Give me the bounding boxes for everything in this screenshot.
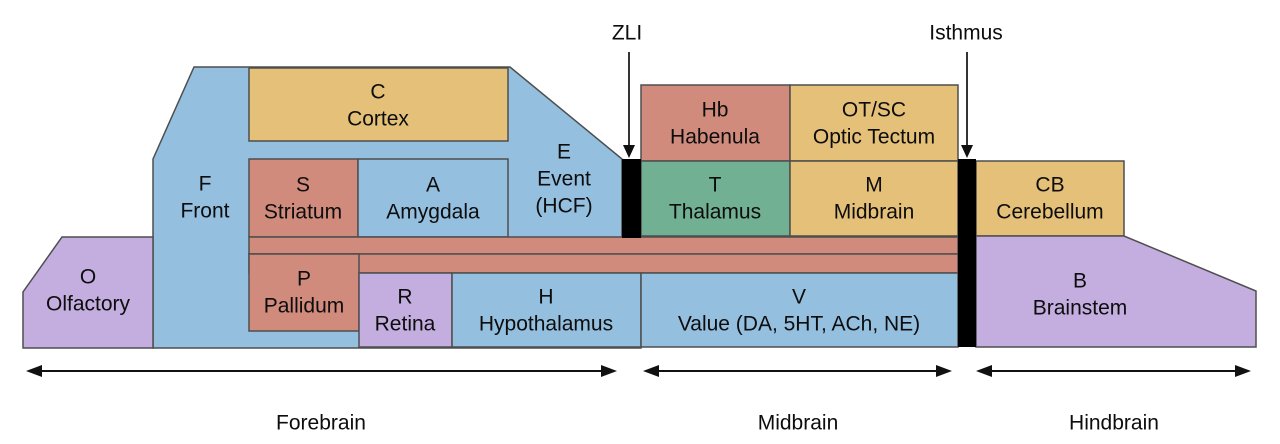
- hindbrain-arrowhead-right-icon: [1235, 365, 1251, 377]
- region-value-name: Value (DA, 5HT, ACh, NE): [678, 313, 920, 336]
- region-retina-abbr: R: [397, 286, 412, 309]
- region-striatum-name: Striatum: [264, 201, 342, 224]
- region-optic-tectum-name: Optic Tectum: [813, 126, 935, 149]
- region-amygdala-box: [357, 158, 509, 238]
- region-value-box: [640, 272, 959, 348]
- region-hypothalamus-box: [451, 272, 642, 348]
- midbrain-arrowhead-right-icon: [936, 365, 952, 377]
- region-amygdala-name: Amygdala: [386, 201, 480, 224]
- region-striatum-abbr: S: [296, 174, 310, 197]
- region-optic-tectum-abbr: OT/SC: [842, 99, 906, 122]
- zli-divider-bar: [622, 159, 641, 238]
- region-hypothalamus-abbr: H: [538, 286, 553, 309]
- forebrain-axis-label: Forebrain: [276, 412, 366, 435]
- region-retina-box: [358, 272, 453, 348]
- isthmus-arrowhead-icon: [961, 145, 973, 158]
- region-retina-name: Retina: [375, 313, 436, 336]
- region-midbrain-abbr: M: [865, 174, 883, 197]
- region-cortex-name: Cortex: [347, 108, 409, 131]
- forebrain-arrowhead-left-icon: [26, 365, 42, 377]
- region-amygdala-abbr: A: [426, 174, 440, 197]
- region-midbrain-box: [789, 160, 959, 237]
- region-cortex-box: [248, 67, 509, 142]
- region-olfactory-name: Olfactory: [46, 293, 131, 316]
- region-hypothalamus-name: Hypothalamus: [479, 313, 613, 336]
- region-habenula-abbr: Hb: [702, 99, 729, 122]
- region-midbrain-name: Midbrain: [834, 201, 915, 224]
- hindbrain-arrowhead-left-icon: [976, 365, 992, 377]
- region-event-abbr: E: [557, 141, 571, 164]
- zli-arrowhead-icon: [623, 145, 635, 158]
- region-front-name: Front: [180, 200, 229, 223]
- region-front-abbr: F: [199, 173, 212, 196]
- midbrain-axis-label: Midbrain: [758, 412, 839, 435]
- region-cortex-abbr: C: [370, 81, 385, 104]
- region-pallidum-box: [248, 253, 360, 332]
- region-habenula-box: [640, 84, 791, 162]
- isthmus-divider-bar: [958, 159, 976, 347]
- region-brainstem-abbr: B: [1073, 270, 1087, 293]
- region-olfactory-shape: [22, 236, 154, 349]
- region-brainstem-shape: [975, 235, 1257, 348]
- region-event-sub: (HCF): [535, 195, 592, 218]
- region-brainstem-name: Brainstem: [1033, 297, 1128, 320]
- region-cerebellum-box: [975, 160, 1125, 237]
- region-optic-tectum-box: [789, 84, 959, 162]
- region-cerebellum-abbr: CB: [1035, 174, 1064, 197]
- region-habenula-name: Habenula: [670, 126, 760, 149]
- region-pallidum-abbr: P: [297, 268, 311, 291]
- region-thalamus-abbr: T: [709, 174, 722, 197]
- region-striatum-box: [248, 158, 359, 238]
- striatum-band: [248, 236, 959, 255]
- region-pallidum-name: Pallidum: [264, 295, 345, 318]
- region-thalamus-box: [640, 160, 791, 237]
- region-thalamus-name: Thalamus: [669, 201, 761, 224]
- region-olfactory-abbr: O: [80, 266, 96, 289]
- region-cerebellum-name: Cerebellum: [996, 201, 1103, 224]
- zli-label: ZLI: [612, 22, 642, 45]
- midbrain-arrowhead-left-icon: [643, 365, 659, 377]
- isthmus-label: Isthmus: [929, 22, 1003, 45]
- hindbrain-axis-label: Hindbrain: [1069, 412, 1159, 435]
- region-value-abbr: V: [792, 286, 806, 309]
- region-event-name: Event: [537, 168, 591, 191]
- forebrain-arrowhead-right-icon: [601, 365, 617, 377]
